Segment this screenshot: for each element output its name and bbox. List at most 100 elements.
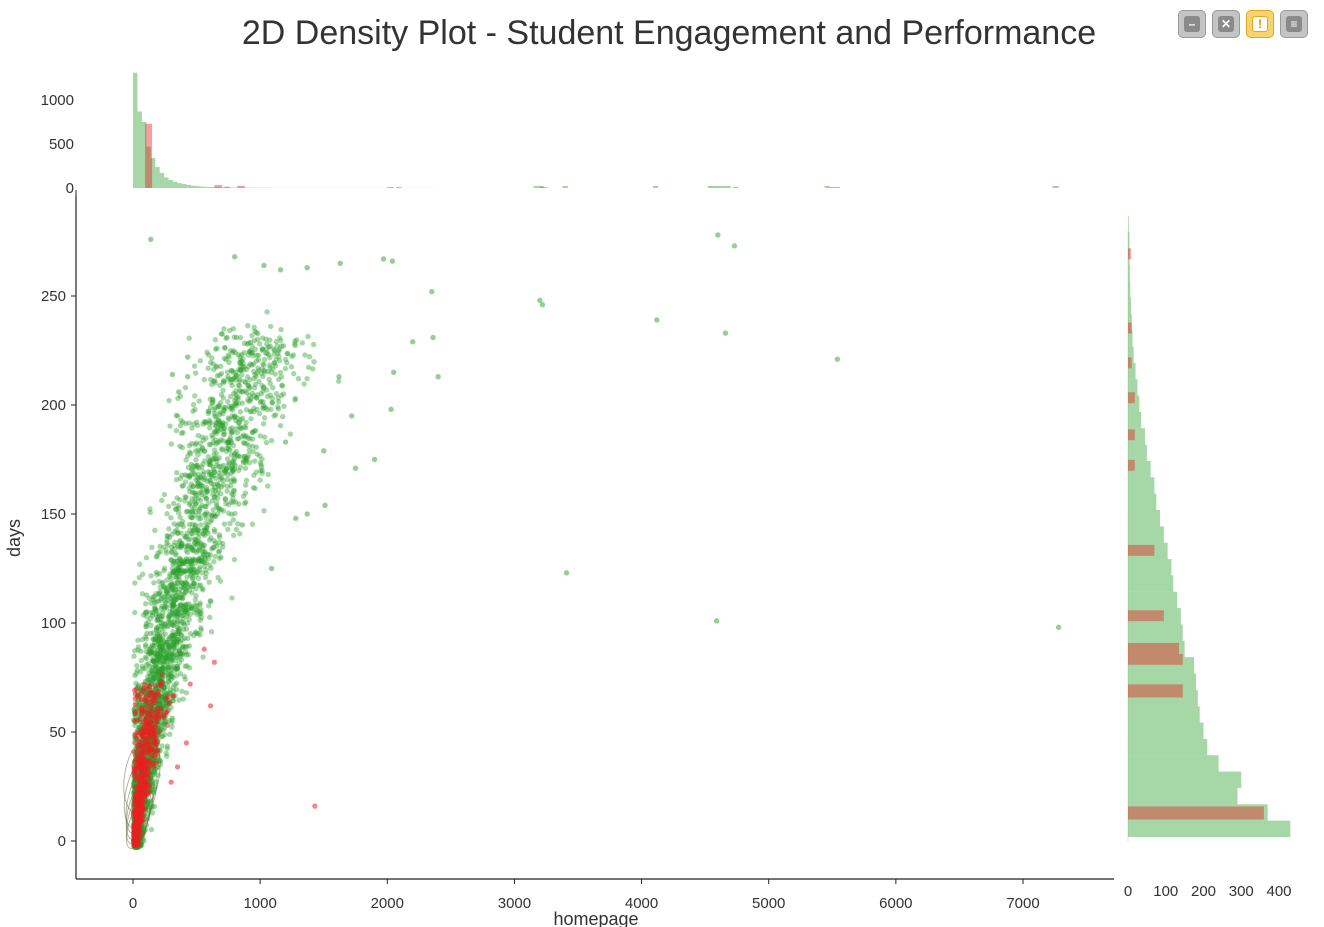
- scatter-point: [217, 399, 224, 406]
- top-hist-bar: [155, 166, 160, 188]
- scatter-point: [163, 547, 169, 553]
- scatter-point: [175, 395, 181, 401]
- scatter-point: [190, 569, 197, 576]
- scatter-point: [217, 421, 224, 427]
- scatter-point: [175, 567, 182, 573]
- scatter-point: [246, 443, 252, 449]
- right-hist-bar: [1128, 591, 1178, 609]
- scatter-point: [169, 570, 176, 576]
- scatter-point: [195, 495, 201, 502]
- scatter-point: [273, 356, 279, 362]
- top-hist-bar-red: [214, 184, 222, 188]
- scatter-point: [221, 404, 227, 410]
- scatter-point: [177, 650, 183, 657]
- scatter-point: [218, 475, 225, 481]
- scatter-point: [159, 700, 166, 707]
- scatter-point: [261, 384, 267, 390]
- scatter-point: [199, 483, 205, 489]
- scatter-point: [230, 466, 236, 473]
- scatter-point: [264, 309, 270, 315]
- scatter-point: [233, 426, 239, 432]
- warning-button[interactable]: !: [1246, 10, 1274, 38]
- scatter-point: [167, 581, 174, 588]
- scatter-point: [231, 397, 238, 404]
- right-hist-bar: [1128, 706, 1200, 723]
- scatter-point: [240, 432, 247, 438]
- scatter-point: [196, 512, 202, 518]
- scatter-point: [713, 618, 720, 624]
- scatter-point: [155, 633, 161, 640]
- top-hist-bar: [653, 186, 659, 188]
- scatter-point: [163, 667, 169, 673]
- scatter-point: [211, 538, 218, 544]
- scatter-point: [217, 578, 224, 584]
- scatter-point: [206, 459, 213, 465]
- scatter-point: [273, 412, 279, 418]
- scatter-point: [171, 634, 177, 640]
- scatter-point: [217, 411, 223, 417]
- top-hist-bar: [168, 180, 174, 188]
- scatter-point: [132, 732, 138, 738]
- scatter-point: [167, 423, 173, 429]
- scatter-point: [227, 426, 233, 432]
- scatter-point: [150, 789, 157, 795]
- scatter-point: [171, 521, 177, 527]
- scatter-point: [135, 817, 141, 823]
- scatter-point: [177, 497, 183, 503]
- scatter-point: [241, 453, 247, 460]
- scatter-point: [715, 232, 721, 238]
- scatter-point: [189, 603, 195, 610]
- right-hist-tick-label: 400: [1266, 883, 1291, 900]
- scatter-point: [187, 513, 193, 520]
- scatter-point: [253, 352, 260, 358]
- scatter-point: [223, 335, 229, 341]
- scatter-point: [231, 334, 237, 340]
- scatter-point: [173, 666, 180, 672]
- scatter-point: [204, 488, 211, 494]
- scatter-point: [186, 521, 193, 528]
- scatter-point: [161, 567, 167, 574]
- scatter-point: [217, 382, 223, 389]
- scatter-point: [163, 655, 169, 662]
- scatter-point: [165, 665, 171, 671]
- scatter-point: [256, 367, 262, 374]
- scatter-point: [225, 373, 231, 380]
- scatter-point: [259, 346, 266, 352]
- scatter-point: [169, 371, 176, 378]
- scatter-point: [175, 502, 181, 509]
- scatter-point: [187, 567, 194, 573]
- scatter-point: [236, 419, 243, 426]
- scatter-point: [138, 669, 144, 675]
- scatter-point: [140, 728, 146, 734]
- scatter-point: [189, 440, 195, 447]
- right-hist-bar: [1128, 248, 1130, 265]
- scatter-point: [152, 606, 159, 613]
- scatter-point: [255, 330, 261, 337]
- scatter-point: [179, 570, 186, 576]
- scatter-point: [212, 405, 219, 411]
- scatter-point: [197, 497, 204, 503]
- menu-button[interactable]: ≡: [1280, 10, 1308, 38]
- scatter-point: [251, 324, 257, 331]
- scatter-point: [179, 540, 185, 547]
- scatter-point: [257, 460, 264, 466]
- scatter-point: [161, 647, 167, 653]
- scatter-point: [220, 410, 226, 417]
- scatter-point: [253, 373, 259, 380]
- scatter-point: [181, 558, 187, 564]
- scatter-point: [211, 545, 217, 551]
- scatter-point: [228, 438, 234, 445]
- top-hist-bar: [181, 184, 187, 188]
- scatter-point: [200, 541, 206, 548]
- scatter-point: [173, 611, 179, 617]
- scatter-point: [150, 636, 156, 642]
- fullscreen-button[interactable]: ✕: [1212, 10, 1240, 38]
- scatter-point: [163, 658, 169, 665]
- scatter-point: [201, 469, 207, 475]
- scatter-point: [157, 682, 163, 688]
- scatter-point: [192, 490, 199, 497]
- scatter-point: [258, 370, 265, 377]
- minimize-button[interactable]: –: [1178, 10, 1206, 38]
- scatter-point: [181, 635, 188, 641]
- scatter-point: [202, 419, 209, 425]
